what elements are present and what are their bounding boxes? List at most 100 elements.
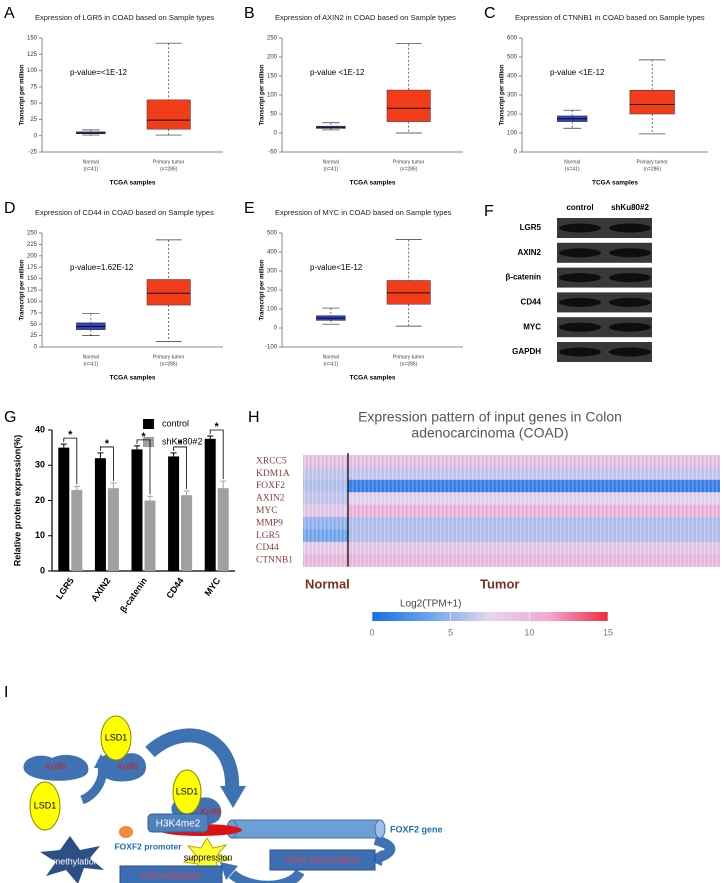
y-tick-label: 10 [35,530,45,540]
chart-title: adenocarcinoma (COAD) [411,425,568,441]
x-tick-label: (n=286) [644,166,662,172]
box [629,90,675,115]
significance-bracket [63,437,78,485]
y-axis-label: Transcript per million [500,64,506,125]
y-tick-label: 0 [274,131,278,137]
panel-label: H [248,409,260,426]
x-tick-label: (n=286) [400,361,418,367]
x-axis-label: TCGA samples [592,180,638,187]
x-tick-label: Normal [83,354,99,360]
y-axis-label: Transcript per million [20,64,26,125]
arrow [228,868,305,883]
x-tick-label: (n=286) [400,166,418,172]
ku80-shape [97,753,146,782]
blot-column-label: control [566,203,593,212]
x-tick-label: Primary tumor [636,159,668,165]
y-tick-label: 600 [507,36,518,42]
panel-label: E [244,200,255,217]
significance-bracket [173,446,187,489]
bar [94,458,106,571]
y-tick-label: 175 [27,265,38,271]
y-tick-label: 0 [514,150,518,156]
blot-band [609,322,651,332]
y-tick-label: 250 [267,36,278,42]
significance-bracket [136,439,151,495]
x-tick-label: (n=41) [565,166,580,172]
row-label: MMP9 [256,518,283,528]
y-tick-label: 75 [30,84,37,90]
box [146,279,191,306]
bar [204,438,216,571]
diagram: I LSD1 Ku80 LSD1 Ku80 H3K [4,684,443,883]
y-tick-label: 150 [267,74,278,80]
x-tick-label: (n=286) [160,361,178,367]
node-label: FOXF2 gene [390,824,443,834]
bar [71,489,83,571]
blot-band [609,273,651,283]
panel-label: A [4,5,15,22]
y-tick-label: 150 [27,276,38,282]
y-tick-label: 125 [27,288,38,294]
legend-swatch [143,419,154,429]
node-label: suppression [184,852,233,862]
y-tick-label: 150 [27,36,38,42]
y-tick-label: 50 [30,101,37,107]
x-tick-label: Primary tumor [393,354,425,360]
colorbar-tick-label: 5 [448,627,453,637]
x-axis-label: TCGA samples [110,180,156,187]
bar [131,449,143,571]
chart-title: Expression of LGR5 in COAD based on Samp… [35,13,215,22]
blot-band [559,223,601,233]
y-tick-label: 0 [34,345,38,351]
lsd1-shape [100,715,132,761]
x-tick-label: Primary tumor [153,159,185,165]
blot-strip [557,242,652,263]
y-tick-label: 200 [27,253,38,259]
bar [144,500,156,571]
node-label: H3K4me2 [156,819,201,830]
colorbar-title: Log2(TPM+1) [400,599,461,610]
panel-label: G [4,409,16,426]
chart-title: Expression of CD44 in COAD based on Samp… [35,208,214,217]
x-tick-label: Normal [564,159,580,165]
blot-band [609,297,651,307]
significance: * [68,429,73,441]
blot-row-label: CD44 [521,298,542,307]
panel-label: I [4,684,8,701]
x-axis-label: TCGA samples [350,375,396,382]
blot-band [559,248,601,258]
node-label: Cell metastasis [140,870,202,880]
lsd1-shape [29,781,61,831]
row-label: CTNNB1 [256,556,293,566]
blot-row-label: β-catenin [505,273,541,282]
panel-label: D [4,200,16,217]
node-label: Demethylation [41,856,99,866]
y-tick-label: 100 [507,131,518,137]
bar [181,495,193,571]
row-label: MYC [256,506,278,516]
y-tick-label: 75 [30,310,37,316]
y-tick-label: 100 [267,307,278,313]
x-tick-label: Normal [323,354,339,360]
annotation: p-value<1E-12 [310,263,363,272]
gene-end [374,819,386,839]
y-tick-label: -25 [28,150,37,156]
annotation: p-value <1E-12 [550,68,605,77]
y-axis-label: Transcript per million [260,64,266,125]
legend-label: shKu80#2 [162,436,203,446]
row-label: LGR5 [256,531,280,541]
node-label: LSD1 [176,786,199,796]
y-tick-label: 200 [267,55,278,61]
significance: * [215,421,220,433]
panel-label: F [484,203,494,220]
arrow-head [220,862,238,880]
blot-strip [557,342,652,362]
legend-swatch [143,437,154,447]
node-label: Ku80 [45,761,66,771]
group-label: Normal [305,576,350,591]
transcription-box [269,849,376,871]
blot-row-label: AXIN2 [517,248,541,257]
colorbar-tick-label: 10 [524,627,534,637]
blot-row-label: GAPDH [512,347,541,356]
